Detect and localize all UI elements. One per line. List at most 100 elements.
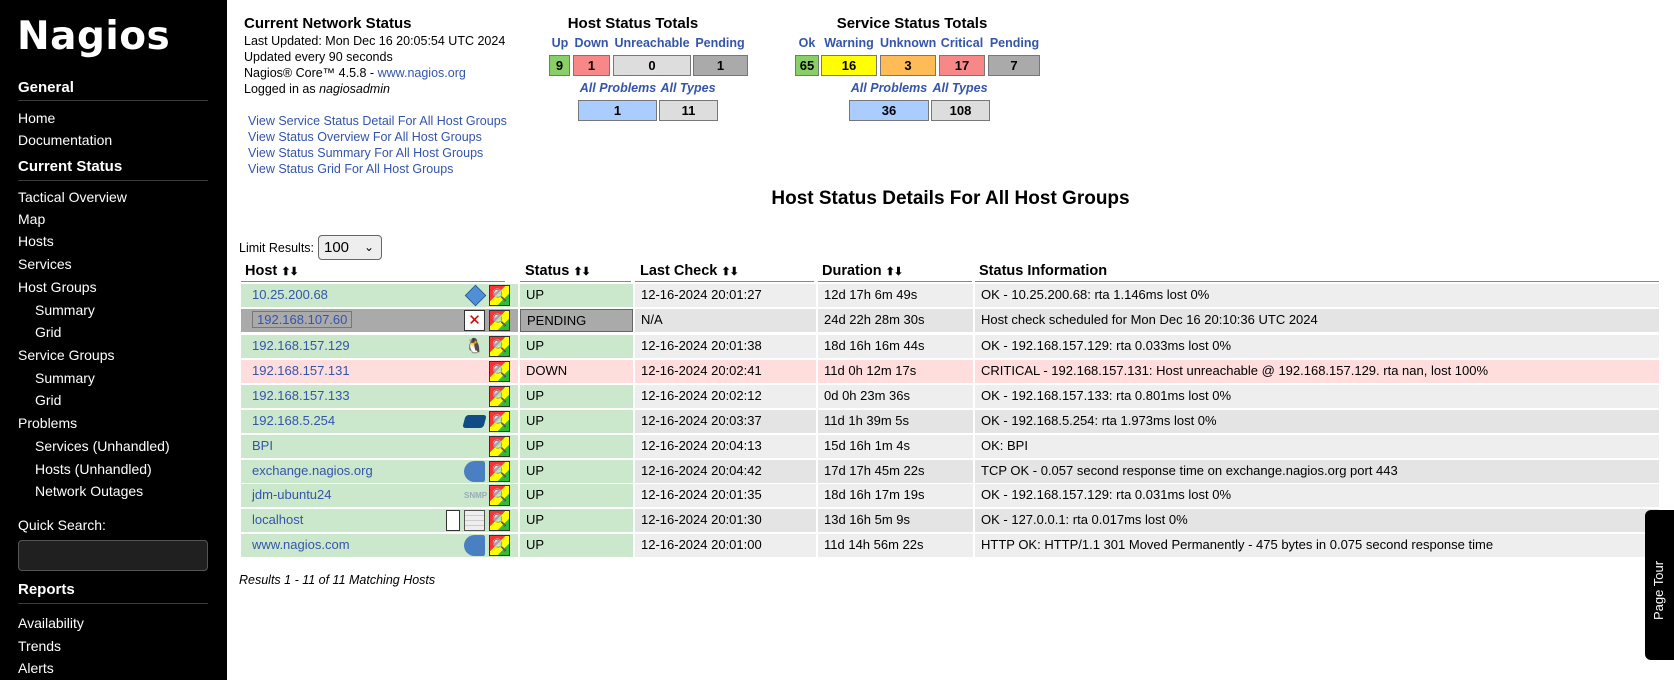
view-status-summary-link[interactable]: View Status Summary For All Host Groups	[248, 146, 484, 160]
sidebar-item-host-groups-summary[interactable]: Summary	[35, 302, 95, 318]
status-cell: UP	[520, 385, 633, 408]
sidebar-item-services-unhandled[interactable]: Services (Unhandled)	[35, 438, 170, 454]
service-totals-ok-count[interactable]: 65	[795, 55, 819, 76]
divider	[635, 281, 814, 282]
service-totals-all-types-count[interactable]: 108	[931, 100, 990, 121]
host-totals-header-pending[interactable]: Pending	[695, 36, 745, 50]
host-link[interactable]: jdm-ubuntu24	[252, 487, 332, 502]
extinfo-icon[interactable]	[489, 336, 510, 357]
sort-arrows-icon[interactable]: ⬆⬇	[885, 266, 903, 278]
host-link[interactable]: localhost	[252, 512, 304, 527]
sidebar-item-service-groups-summary[interactable]: Summary	[35, 370, 95, 386]
quick-search-label: Quick Search:	[18, 517, 106, 533]
service-totals-all-problems-label[interactable]: All Problems	[850, 81, 928, 95]
host-link[interactable]: BPI	[252, 438, 273, 453]
service-totals-critical-count[interactable]: 17	[939, 55, 985, 76]
sidebar-item-map[interactable]: Map	[18, 211, 46, 227]
host-link[interactable]: 192.168.157.133	[252, 388, 350, 403]
host-totals-down-count[interactable]: 1	[573, 55, 610, 76]
graph-icon[interactable]	[464, 510, 485, 531]
sort-arrows-icon[interactable]: ⬆⬇	[721, 266, 738, 278]
host-totals-all-types-label[interactable]: All Types	[660, 81, 716, 95]
sidebar-item-availability[interactable]: Availability	[18, 615, 84, 631]
host-totals-header-down[interactable]: Down	[574, 36, 609, 50]
host-totals-header-up[interactable]: Up	[551, 36, 569, 50]
host-link[interactable]: 192.168.5.254	[252, 413, 336, 428]
duration-cell: 15d 16h 1m 4s	[818, 435, 973, 458]
host-link[interactable]: www.nagios.com	[252, 537, 350, 552]
sidebar-item-tactical-overview[interactable]: Tactical Overview	[18, 189, 127, 205]
view-status-grid-link[interactable]: View Status Grid For All Host Groups	[248, 162, 454, 176]
service-totals-all-types-label[interactable]: All Types	[932, 81, 988, 95]
service-totals-header-pending[interactable]: Pending	[989, 36, 1040, 50]
quick-search-input[interactable]	[18, 540, 208, 571]
extinfo-icon[interactable]	[489, 310, 510, 331]
notes-icon[interactable]	[446, 510, 460, 531]
host-cell: 192.168.5.254	[241, 410, 518, 433]
sidebar-item-problems[interactable]: Problems	[18, 415, 78, 431]
extinfo-icon[interactable]	[489, 411, 510, 432]
sort-arrows-icon[interactable]: ⬆⬇	[281, 266, 298, 278]
column-header-duration[interactable]: Duration ⬆⬇	[822, 263, 903, 279]
extinfo-icon[interactable]	[489, 361, 510, 382]
service-totals-header-warning[interactable]: Warning	[824, 36, 874, 50]
sidebar-item-host-groups[interactable]: Host Groups	[18, 279, 97, 295]
limit-results-select[interactable]: 100 ⌄	[318, 235, 382, 260]
column-header-status[interactable]: Status ⬆⬇	[525, 263, 591, 279]
service-totals-header-unknown[interactable]: Unknown	[880, 36, 937, 50]
column-header-host[interactable]: Host ⬆⬇	[245, 263, 299, 279]
extinfo-icon[interactable]	[489, 510, 510, 531]
host-cell: jdm-ubuntu24 SNMP	[241, 484, 518, 507]
column-header-last-check[interactable]: Last Check ⬆⬇	[640, 263, 739, 279]
service-totals-pending-count[interactable]: 7	[988, 55, 1040, 76]
host-link[interactable]: 192.168.157.129	[252, 338, 350, 353]
service-totals-warning-count[interactable]: 16	[821, 55, 877, 76]
host-link[interactable]: 192.168.157.131	[252, 363, 350, 378]
sidebar-item-trends[interactable]: Trends	[18, 638, 62, 654]
sidebar-item-host-groups-grid[interactable]: Grid	[35, 324, 62, 340]
host-totals-unreachable-count[interactable]: 0	[613, 55, 691, 76]
extinfo-icon[interactable]	[489, 461, 510, 482]
host-totals-all-problems-count[interactable]: 1	[578, 100, 657, 121]
status-info-cell: OK - 192.168.157.133: rta 0.801ms lost 0…	[975, 385, 1659, 408]
sidebar-item-network-outages[interactable]: Network Outages	[35, 483, 144, 499]
sidebar-item-service-groups[interactable]: Service Groups	[18, 347, 115, 363]
sort-arrows-icon[interactable]: ⬆⬇	[573, 266, 590, 278]
nagios-org-link[interactable]: www.nagios.org	[377, 66, 466, 80]
view-status-overview-link[interactable]: View Status Overview For All Host Groups	[248, 130, 482, 144]
service-totals-header-critical[interactable]: Critical	[940, 36, 984, 50]
host-totals-title: Host Status Totals	[567, 15, 699, 32]
extinfo-icon[interactable]	[489, 386, 510, 407]
host-totals-all-types-count[interactable]: 11	[659, 100, 718, 121]
sidebar-item-home[interactable]: Home	[18, 110, 56, 126]
service-totals-header-ok[interactable]: Ok	[798, 36, 816, 50]
service-totals-all-problems-count[interactable]: 36	[849, 100, 929, 121]
host-totals-all-problems-label[interactable]: All Problems	[579, 81, 657, 95]
sidebar-item-services[interactable]: Services	[18, 256, 72, 272]
host-totals-up-count[interactable]: 9	[549, 55, 570, 76]
last-check-cell: 12-16-2024 20:01:27	[635, 284, 816, 307]
sidebar-item-documentation[interactable]: Documentation	[18, 132, 113, 148]
view-service-status-detail-link[interactable]: View Service Status Detail For All Host …	[248, 114, 507, 128]
extinfo-icon[interactable]	[489, 285, 510, 306]
sidebar-item-hosts-unhandled[interactable]: Hosts (Unhandled)	[35, 461, 152, 477]
service-totals-unknown-count[interactable]: 3	[880, 55, 936, 76]
extinfo-icon[interactable]	[489, 535, 510, 556]
host-link[interactable]: exchange.nagios.org	[252, 463, 373, 478]
host-totals-header-unreachable[interactable]: Unreachable	[614, 36, 690, 50]
extinfo-icon[interactable]	[489, 436, 510, 457]
extinfo-icon[interactable]	[489, 485, 510, 506]
duration-cell: 17d 17h 45m 22s	[818, 460, 973, 483]
sidebar-item-alerts[interactable]: Alerts	[18, 660, 54, 676]
page-tour-button[interactable]	[1645, 510, 1674, 660]
logged-in-user: nagiosadmin	[319, 82, 390, 96]
host-link[interactable]: 10.25.200.68	[252, 287, 328, 302]
last-check-cell: 12-16-2024 20:03:37	[635, 410, 816, 433]
host-totals-pending-count[interactable]: 1	[693, 55, 748, 76]
host-link[interactable]: 192.168.107.60	[252, 311, 353, 328]
sidebar-item-service-groups-grid[interactable]: Grid	[35, 392, 62, 408]
nagios-logo[interactable]: Nagios	[17, 14, 171, 59]
divider	[18, 603, 208, 604]
sidebar-item-hosts[interactable]: Hosts	[18, 233, 54, 249]
